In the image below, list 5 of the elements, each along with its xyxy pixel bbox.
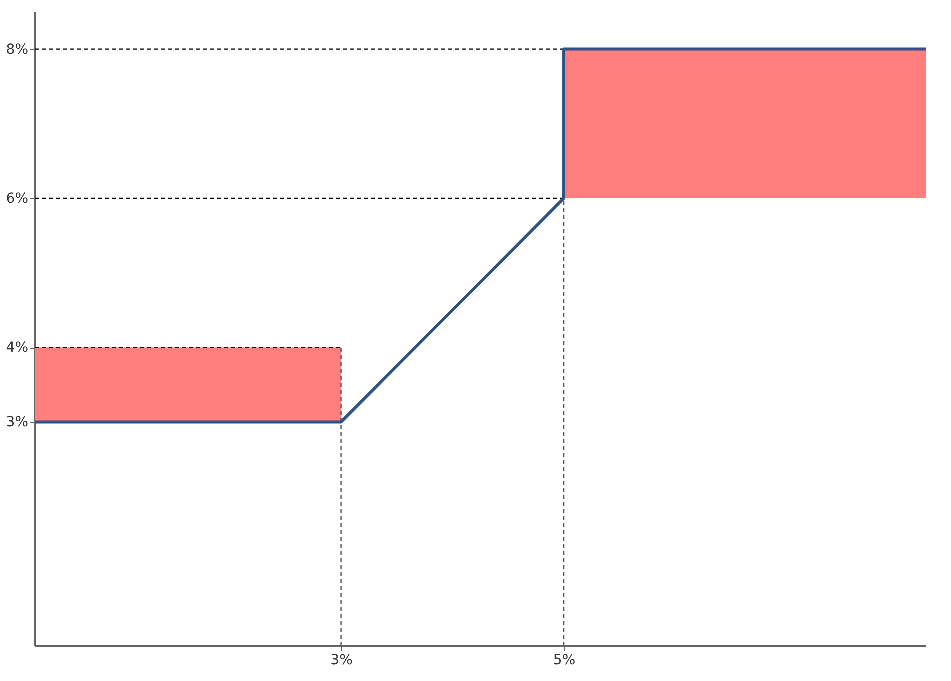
- y-tick-label: 3%: [6, 414, 28, 431]
- y-tick-label: 4%: [6, 340, 28, 356]
- y-tick-label: 8%: [6, 42, 28, 58]
- y-tick-label: 6%: [6, 190, 28, 207]
- x-tick-label: 5%: [553, 652, 576, 668]
